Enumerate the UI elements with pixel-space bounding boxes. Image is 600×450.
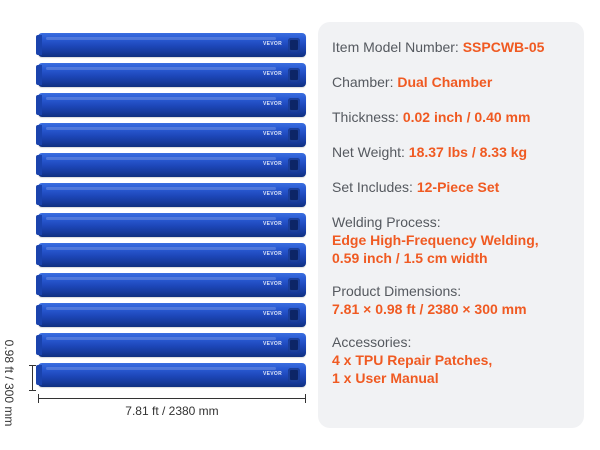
spec-chamber-value: Dual Chamber bbox=[397, 74, 493, 90]
spec-welding: Welding Process: Edge High-Frequency Wel… bbox=[332, 213, 574, 267]
spec-weight-value: 18.37 lbs / 8.33 kg bbox=[408, 144, 528, 160]
valve-icon bbox=[288, 278, 300, 292]
valve-icon bbox=[288, 338, 300, 352]
spec-welding-value-line2: 0.59 inch / 1.5 cm width bbox=[332, 250, 488, 266]
tube-logo: VEVOR bbox=[262, 251, 282, 257]
spec-model: Item Model Number: SSPCWB-05 bbox=[332, 38, 574, 56]
spec-set-value: 12-Piece Set bbox=[416, 179, 500, 195]
spec-dimensions: Product Dimensions: 7.81 × 0.98 ft / 238… bbox=[332, 282, 574, 318]
tube-logo: VEVOR bbox=[262, 281, 282, 287]
valve-icon bbox=[288, 368, 300, 382]
spec-welding-value-line1: Edge High-Frequency Welding, bbox=[332, 232, 539, 248]
tube-logo: VEVOR bbox=[262, 41, 282, 47]
width-dimension-line bbox=[29, 365, 36, 391]
tube-bag: VEVOR bbox=[36, 33, 306, 57]
tube-logo: VEVOR bbox=[262, 221, 282, 227]
tube-bag: VEVOR bbox=[36, 153, 306, 177]
width-dimension-label: 0.98 ft / 300 mm bbox=[2, 339, 16, 427]
valve-icon bbox=[288, 38, 300, 52]
spec-panel: Item Model Number: SSPCWB-05 Chamber: Du… bbox=[318, 22, 584, 428]
spec-set-label: Set Includes: bbox=[332, 179, 417, 195]
spec-weight: Net Weight: 18.37 lbs / 8.33 kg bbox=[332, 143, 574, 161]
spec-accessories-label: Accessories: bbox=[332, 334, 412, 350]
tube-bag: VEVOR bbox=[36, 213, 306, 237]
tube-bag: VEVOR bbox=[36, 63, 306, 87]
valve-icon bbox=[288, 98, 300, 112]
spec-accessories: Accessories: 4 x TPU Repair Patches, 1 x… bbox=[332, 333, 574, 387]
tube-logo: VEVOR bbox=[262, 311, 282, 317]
valve-icon bbox=[288, 158, 300, 172]
tube-bag: VEVOR bbox=[36, 303, 306, 327]
tube-logo: VEVOR bbox=[262, 101, 282, 107]
valve-icon bbox=[288, 218, 300, 232]
spec-thickness: Thickness: 0.02 inch / 0.40 mm bbox=[332, 108, 574, 126]
valve-icon bbox=[288, 128, 300, 142]
tube-logo: VEVOR bbox=[262, 341, 282, 347]
tube-logo: VEVOR bbox=[262, 161, 282, 167]
spec-welding-label: Welding Process: bbox=[332, 214, 441, 230]
tube-bag: VEVOR bbox=[36, 93, 306, 117]
valve-icon bbox=[288, 68, 300, 82]
length-dimension-line bbox=[38, 394, 306, 403]
spec-weight-label: Net Weight: bbox=[332, 144, 409, 160]
valve-icon bbox=[288, 308, 300, 322]
tube-logo: VEVOR bbox=[262, 71, 282, 77]
spec-accessories-value-line2: 1 x User Manual bbox=[332, 370, 439, 386]
tube-logo: VEVOR bbox=[262, 191, 282, 197]
spec-dimensions-value: 7.81 × 0.98 ft / 2380 × 300 mm bbox=[332, 301, 527, 317]
tube-bag: VEVOR bbox=[36, 333, 306, 357]
spec-chamber-label: Chamber: bbox=[332, 74, 398, 90]
tube-logo: VEVOR bbox=[262, 131, 282, 137]
spec-dimensions-label: Product Dimensions: bbox=[332, 283, 462, 299]
product-image: VEVOR VEVOR VEVOR VEVOR VEVOR VEVOR VEVOR VEVOR… bbox=[2, 33, 306, 427]
spec-model-label: Item Model Number: bbox=[332, 39, 463, 55]
tube-bag: VEVOR bbox=[36, 273, 306, 297]
tube-logo: VEVOR bbox=[262, 371, 282, 377]
spec-accessories-value-line1: 4 x TPU Repair Patches, bbox=[332, 352, 493, 368]
tube-bag: VEVOR bbox=[36, 183, 306, 207]
tube-bag: VEVOR bbox=[36, 243, 306, 267]
spec-thickness-value: 0.02 inch / 0.40 mm bbox=[402, 109, 531, 125]
valve-icon bbox=[288, 248, 300, 262]
spec-thickness-label: Thickness: bbox=[332, 109, 403, 125]
spec-chamber: Chamber: Dual Chamber bbox=[332, 73, 574, 91]
spec-set: Set Includes: 12-Piece Set bbox=[332, 178, 574, 196]
tube-bag: VEVOR bbox=[36, 363, 306, 387]
valve-icon bbox=[288, 188, 300, 202]
spec-model-value: SSPCWB-05 bbox=[462, 39, 545, 55]
tube-bag: VEVOR bbox=[36, 123, 306, 147]
length-dimension-label: 7.81 ft / 2380 mm bbox=[125, 404, 219, 418]
